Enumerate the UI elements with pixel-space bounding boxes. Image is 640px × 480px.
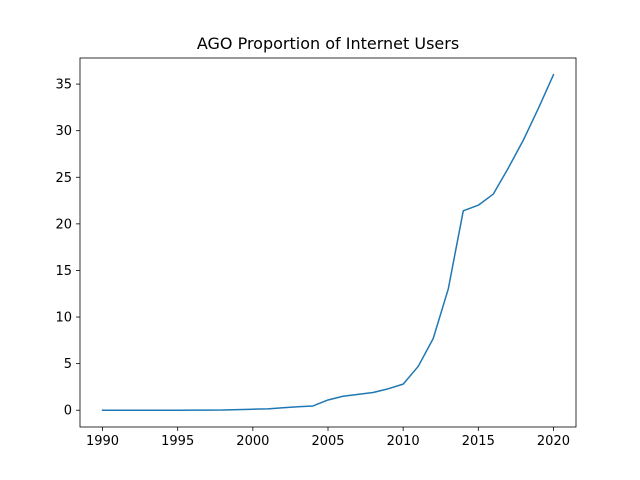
data-line-series-0 xyxy=(101,73,555,411)
y-tick-label: 10 xyxy=(55,311,72,326)
y-tick-label: 30 xyxy=(55,124,72,139)
y-tick-label: 5 xyxy=(64,357,72,372)
x-tick-label: 2010 xyxy=(387,434,420,449)
x-tick-label: 1990 xyxy=(86,434,119,449)
y-tick-label: 35 xyxy=(55,78,72,93)
axes: 1990 1995 2000 2005 2010 2015 2020 0 5 10 15 20 25 30… xyxy=(55,57,577,449)
x-tick-label: 2000 xyxy=(236,434,269,449)
chart-title: AGO Proportion of Internet Users xyxy=(197,34,459,53)
plot-frame xyxy=(79,57,577,428)
y-tick-label: 0 xyxy=(64,404,72,419)
y-tick-label: 25 xyxy=(55,171,72,186)
y-tick-label: 15 xyxy=(55,264,72,279)
x-tick-label: 2015 xyxy=(462,434,495,449)
plot-area xyxy=(101,73,555,411)
x-tick-label: 2005 xyxy=(311,434,344,449)
x-tick-label: 1995 xyxy=(161,434,194,449)
x-tick-label: 2020 xyxy=(537,434,570,449)
y-tick-label: 20 xyxy=(55,217,72,232)
